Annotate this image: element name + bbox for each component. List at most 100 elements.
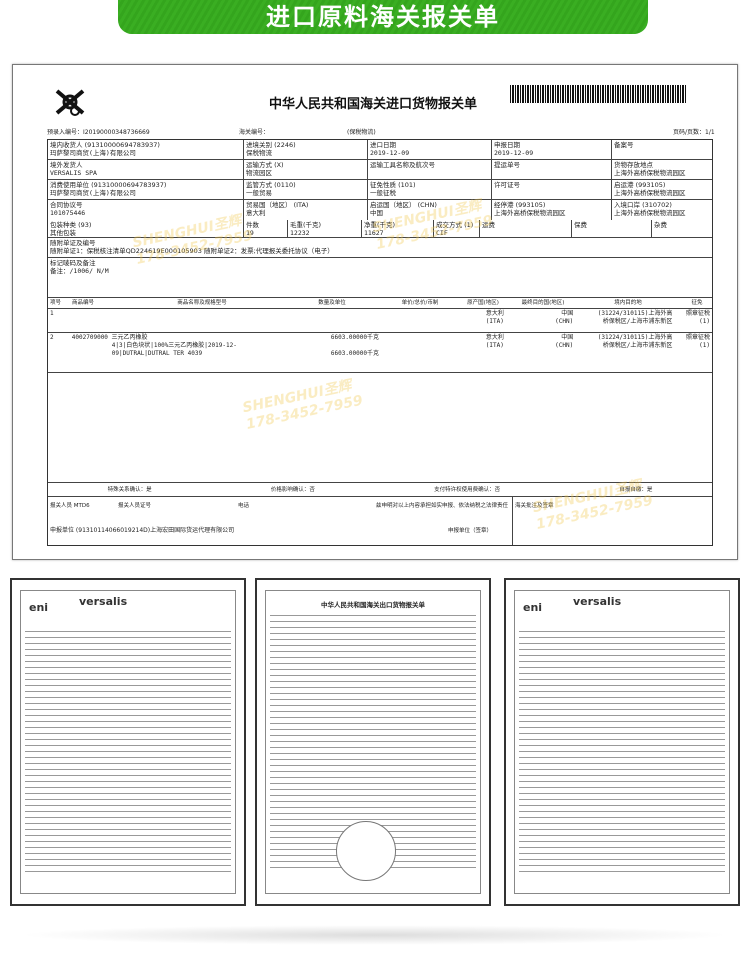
document-lines (519, 631, 725, 873)
item-header-cell: 征免 (691, 300, 703, 306)
page-banner: 进口原料海关报关单 (118, 0, 648, 34)
field-cell: 运输工具名称及航次号 (368, 160, 492, 179)
field-cell: 运输方式 (X) 物流园区 (244, 160, 368, 179)
item-qty: 6603.00000千克 (330, 334, 379, 341)
items-header: 项号 商品编号 商品名称及规格型号 数量及单位 单价/总价/币制 原产国(地区) 最终目的国… (48, 298, 712, 309)
field-label: 境外发货人 (50, 161, 83, 169)
net-value: 11627 (364, 229, 384, 237)
field-cell: 提运单号 (492, 160, 612, 179)
item-no: 2 (50, 334, 54, 341)
field-value: 2019-12-09 (494, 149, 534, 157)
item-header-cell: 最终目的国(地区) (521, 300, 565, 306)
items-blank-area (48, 373, 712, 483)
royalty-payment: 支付特许权使用费确认：否 (434, 486, 501, 493)
thumbnail-versalis-invoice[interactable]: eni versalis (10, 578, 246, 906)
item-spec (72, 318, 112, 325)
packing-row: 包装种类 (93) 其他包装 件数 19 毛重(千克) 12232 净重(千克) 116… (48, 220, 712, 238)
item-price (379, 334, 454, 371)
item-qty-2: 6603.00000千克 (330, 350, 379, 357)
thumbnail-versalis-invoice[interactable]: eni versalis (504, 578, 740, 906)
item-dest-code: (CHN) (555, 318, 574, 325)
field-value: 玛萨黎司商贸(上海)有限公司 (50, 189, 136, 197)
terms-value: CIF (436, 229, 448, 237)
field-label: 境内收货人 (91310000694783937) (50, 141, 160, 149)
item-header-cell: 商品名称及规格型号 (177, 300, 227, 306)
customs-note: 海关批注及签章 (515, 503, 554, 509)
freight: 运费 (480, 220, 572, 237)
item-spec: 4|3|白色块状|100%三元乙丙橡胶|2019-12- (111, 342, 237, 349)
versalis-logo: versalis (79, 595, 128, 608)
attached-label: 随附单证及编号 (50, 239, 96, 247)
item-origin: 意大利 (485, 310, 504, 317)
item-origin-code: (ITA) (485, 342, 504, 349)
document-title: 中华人民共和国海关进口货物报关单 (269, 97, 478, 112)
pieces-value: 19 (246, 229, 254, 237)
field-label: 进境关别 (2246) (246, 141, 296, 149)
item-origin: 意大利 (485, 334, 504, 341)
field-label: 启运港 (993105) (614, 181, 666, 189)
item-header-cell: 境内目的地 (614, 300, 642, 306)
bonded-label: (保税物流) (347, 129, 376, 136)
shadow (20, 925, 730, 945)
item-header-cell: 数量及单位 (318, 300, 346, 306)
declaration-form: 境内收货人 (91310000694783937) 玛萨黎司商贸(上海)有限公司进… (47, 139, 713, 546)
confirm-row: 特殊关系确认：是 价格影响确认：否 支付特许权使用费确认：否 自报自缴：是 (48, 483, 712, 497)
item-price (379, 310, 454, 331)
item-origin-code: (ITA) (485, 318, 504, 325)
field-label: 运输方式 (X) (246, 161, 284, 169)
eni-logo: eni (29, 601, 49, 614)
item-dest: 中国 (561, 310, 574, 317)
item-spec-2 (72, 326, 112, 333)
field-label: 启运国（地区） (CHN) (370, 201, 437, 209)
thumbnail-export-declaration[interactable]: 中华人民共和国海关出口货物报关单 (255, 578, 491, 906)
field-label: 征免性质 (101) (370, 181, 416, 189)
marks-remarks: 备注：/1006/ N/M (50, 267, 109, 275)
field-cell: 申报日期 2019-12-09 (492, 140, 612, 159)
banner-title: 进口原料海关报关单 (266, 3, 500, 31)
declaring-seal: 申报单位（签章） (447, 528, 492, 534)
field-cell: 贸易国（地区） (ITA) 意大利 (244, 200, 368, 220)
field-value: 玛萨黎司商贸(上海)有限公司 (50, 149, 136, 157)
field-label: 货物存放地点 (614, 161, 653, 169)
field-value: 中国 (370, 209, 383, 217)
marks-label: 标记唛码及备注 (50, 259, 96, 267)
item-header-cell: 商品编号 (72, 300, 95, 306)
insurance: 保费 (572, 220, 652, 237)
item-header-cell: 原产国(地区) (467, 300, 499, 306)
field-label: 经停港 (993105) (494, 201, 546, 209)
item-duty-code: (1) (699, 318, 710, 325)
item-domestic-2: 桥保税区/上海市浦东新区 (602, 318, 673, 325)
item-spec-2: 09|DUTRAL|DUTRAL TER 4039 (111, 350, 203, 357)
field-label: 入境口岸 (310702) (614, 201, 672, 209)
field-cell: 合同协议号 101075446 (48, 200, 244, 220)
item-header-cell: 项号 (50, 300, 62, 306)
item-domestic: (31224/310115)上海外高 (597, 334, 673, 341)
special-relation: 特殊关系确认：是 (107, 486, 152, 493)
item-no: 1 (50, 310, 54, 317)
field-cell: 征免性质 (101) 一般征税 (368, 180, 492, 199)
attached-docs: 随附单证1：保税核注清单QD224619E000105903 随附单证2：发票;… (50, 247, 334, 255)
versalis-logo: versalis (573, 595, 622, 608)
item-duty: 照章征税 (685, 334, 710, 341)
field-value: 上海外高桥保税物流园区 (614, 209, 686, 217)
field-value: 保税物流 (246, 149, 272, 157)
field-cell: 进口日期 2019-12-09 (368, 140, 492, 159)
field-value: 上海外高桥保税物流园区 (614, 169, 686, 177)
item-dest: 中国 (561, 334, 574, 341)
pieces-label: 件数 (246, 221, 259, 229)
field-row: 境内收货人 (91310000694783937) 玛萨黎司商贸(上海)有限公司 进… (48, 140, 712, 160)
price-impact: 价格影响确认：否 (270, 486, 315, 493)
item-row: 1 意大利 (ITA) 中国 (CHN) (31224/310115)上海外高 桥保税… (48, 309, 712, 333)
field-row: 境外发货人 VERSALIS SPA 运输方式 (X) 物流园区 运输工具名称及航次号提… (48, 160, 712, 180)
field-row: 合同协议号 101075446 贸易国（地区） (ITA) 意大利 启运国（地区） (C… (48, 200, 712, 220)
declarant: 报关人员 MTD6 (50, 503, 90, 509)
phone: 电话 (238, 503, 250, 509)
item-dest-code: (CHN) (555, 342, 574, 349)
item-duty: 照章征税 (685, 310, 710, 317)
self-declare: 自报自缴：是 (619, 486, 653, 493)
field-label: 提运单号 (494, 161, 520, 169)
field-cell: 入境口岸 (310702) 上海外高桥保税物流园区 (612, 200, 712, 220)
stamp-icon (336, 821, 396, 881)
field-cell: 启运港 (993105) 上海外高桥保税物流园区 (612, 180, 712, 199)
item-domestic: (31224/310115)上海外高 (597, 310, 673, 317)
